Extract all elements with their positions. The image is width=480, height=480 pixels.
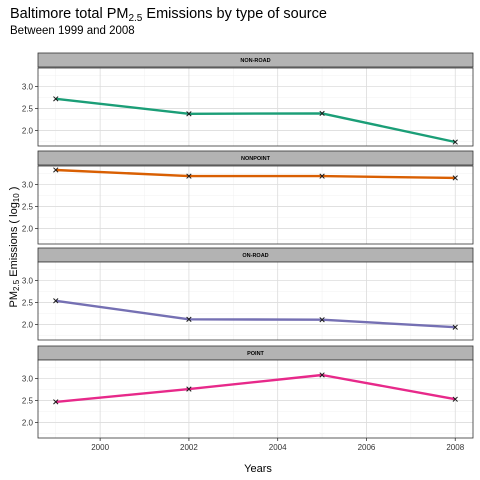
facet-on-road: ON-ROAD 2.0 2.5 3.0: [22, 247, 474, 341]
panel-background: [38, 360, 473, 438]
x-tick-label: 2008: [446, 443, 464, 452]
y-tick-label: 2.0: [22, 321, 34, 330]
y-tick-label: 2.5: [22, 397, 34, 406]
y-axis-label: PM2.5 Emissions ( log10 ): [8, 187, 21, 308]
data-point: [452, 396, 458, 402]
panel-border: [37, 67, 474, 147]
series-line: [55, 299, 456, 329]
panel-background: [38, 68, 473, 146]
data-point: [452, 175, 458, 181]
facet-strip-label: POINT: [247, 351, 264, 357]
y-tick-label: 2.0: [22, 127, 34, 136]
panel-background: [38, 166, 473, 244]
x-tick-label: 2006: [358, 443, 376, 452]
data-point: [53, 167, 59, 173]
data-point: [319, 317, 325, 323]
data-point: [319, 372, 325, 378]
y-tick-label: 2.0: [22, 419, 34, 428]
x-axis: 2000 2002 2004 2006 2008: [91, 438, 465, 452]
data-point: [452, 139, 458, 145]
x-tick-label: 2004: [269, 443, 287, 452]
data-point: [186, 386, 192, 392]
data-point: [53, 298, 59, 304]
facet-strip-label: ON-ROAD: [242, 253, 268, 259]
facet-panels: NON-ROAD2.02.53.0NONPOINT2.02.53.0ON-ROA…: [22, 52, 474, 439]
facet-strip-label: NONPOINT: [241, 156, 271, 162]
data-point: [186, 316, 192, 322]
y-tick-label: 2.0: [22, 225, 34, 234]
y-tick-label: 3.0: [22, 83, 34, 92]
y-tick-label: 3.0: [22, 277, 34, 286]
data-point: [452, 324, 458, 330]
x-tick-label: 2000: [91, 443, 109, 452]
x-tick-label: 2002: [180, 443, 198, 452]
y-tick-label: 2.5: [22, 203, 34, 212]
data-point: [186, 173, 192, 179]
series-line: [55, 97, 456, 144]
facet-non-road: NON-ROAD 2.0 2.5 3.0: [22, 52, 474, 147]
chart-subtitle: Between 1999 and 2008: [10, 25, 135, 37]
facet-nonpoint: NONPOINT 2.0 2.5 3.0: [22, 150, 474, 245]
facet-point: POINT 2.0 2.5 3.0: [22, 345, 474, 439]
panel-border: [37, 165, 474, 245]
facet-strip: [37, 150, 474, 166]
chart-title: Baltimore total PM2.5 Emissions by type …: [10, 6, 327, 24]
data-point: [186, 111, 192, 117]
y-tick-label: 3.0: [22, 181, 34, 190]
y-tick-label: 2.5: [22, 299, 34, 308]
series-line: [55, 168, 456, 180]
data-point: [53, 399, 59, 405]
data-point: [53, 96, 59, 102]
data-point: [319, 173, 325, 179]
x-axis-label: Years: [244, 463, 272, 475]
facet-strip-label: NON-ROAD: [240, 58, 270, 64]
y-tick-label: 2.5: [22, 105, 34, 114]
series-line: [55, 373, 456, 404]
facet-strip: [37, 52, 474, 68]
panel-border: [37, 359, 474, 439]
data-point: [319, 110, 325, 117]
panel-background: [38, 262, 473, 340]
y-tick-label: 3.0: [22, 375, 34, 384]
panel-border: [37, 261, 474, 341]
